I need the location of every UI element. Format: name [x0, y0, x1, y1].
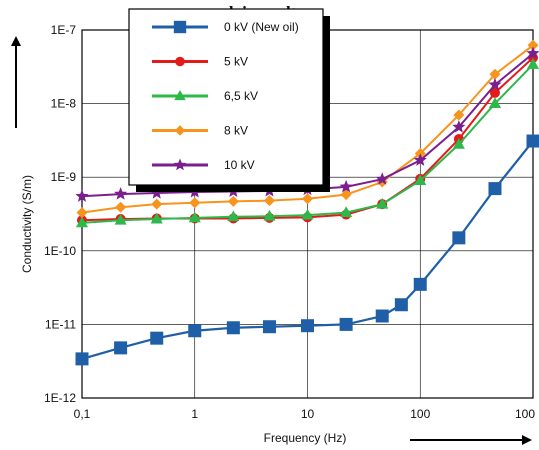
data-point	[151, 198, 163, 210]
legend-label: 0 kV (New oil)	[224, 20, 299, 34]
legend-marker	[175, 56, 185, 67]
x-tick-label: 100	[410, 407, 430, 421]
legend-label: 8 kV	[224, 124, 248, 138]
data-point	[150, 186, 164, 199]
data-point	[226, 321, 240, 335]
data-point	[340, 206, 353, 218]
data-point	[526, 58, 539, 69]
series-3	[76, 39, 539, 219]
data-point	[340, 189, 352, 201]
x-tick-label: 1	[191, 407, 198, 421]
data-point	[75, 352, 89, 366]
y-tick-label: 1E-9	[51, 170, 77, 184]
data-point	[188, 211, 201, 223]
data-point	[227, 195, 239, 207]
data-point	[75, 189, 89, 202]
data-point	[263, 209, 276, 221]
data-point	[452, 231, 466, 245]
x-tick-label: 100	[515, 407, 535, 421]
legend-label: 10 kV	[224, 158, 255, 172]
data-point	[488, 182, 502, 196]
data-point	[263, 195, 275, 207]
data-point	[414, 174, 427, 185]
x-tick-label: 10	[301, 407, 315, 421]
data-point	[375, 309, 389, 323]
legend-marker	[173, 20, 187, 34]
x-axis-label: Frequency (Hz)	[264, 431, 347, 445]
legend: 0 kV (New oil) 5 kV 6,5 kV 8 kV 10 kV	[128, 8, 330, 192]
legend-marker	[174, 125, 186, 136]
legend-entry: 6,5 kV	[152, 89, 258, 103]
series-layer	[75, 39, 539, 366]
y-tick-label: 1E-7	[51, 23, 77, 37]
data-point	[394, 298, 408, 312]
data-point	[302, 193, 313, 205]
data-point	[526, 134, 539, 148]
data-point	[339, 179, 353, 193]
data-point	[488, 77, 502, 91]
y-tick-label: 1E-8	[51, 97, 77, 111]
data-point	[452, 137, 465, 149]
y-axis-label: Conductivity (S/m)	[20, 175, 34, 273]
data-point	[76, 207, 88, 219]
data-point	[227, 210, 240, 222]
series-2	[75, 58, 539, 228]
data-point	[150, 212, 163, 224]
legend-marker	[174, 89, 186, 101]
data-point	[489, 68, 501, 80]
data-point	[452, 120, 466, 133]
data-point	[488, 97, 502, 108]
legend-label: 5 kV	[224, 55, 248, 69]
data-point	[115, 201, 127, 213]
y-tick-label: 1E-10	[44, 244, 76, 258]
legend-entry: 5 kV	[152, 55, 248, 69]
data-point	[114, 341, 128, 355]
data-point	[376, 197, 389, 209]
data-point	[114, 187, 128, 200]
data-point	[413, 153, 427, 166]
legend-entry: 0 kV (New oil)	[152, 20, 299, 34]
legend-marker	[173, 158, 187, 171]
x-tick-label: 0,1	[74, 407, 91, 421]
y-tick-label: 1E-12	[44, 391, 76, 405]
data-point	[527, 39, 539, 51]
legend-entry: 10 kV	[152, 158, 255, 172]
data-point	[150, 331, 164, 345]
data-point	[75, 216, 89, 228]
data-point	[301, 208, 314, 220]
data-point	[339, 317, 353, 331]
series-0	[75, 134, 539, 366]
data-point	[189, 197, 201, 209]
legend-label: 6,5 kV	[224, 89, 258, 103]
data-point	[489, 87, 500, 98]
tick-labels: 0,1 1 10 100 100 1E-12 1E-11 1E-10 1E-9 1E-8 1E-7	[44, 23, 535, 421]
legend-entry: 8 kV	[152, 124, 248, 138]
data-point	[262, 320, 276, 334]
data-point	[188, 324, 202, 338]
data-point	[413, 277, 427, 291]
data-point	[301, 319, 314, 333]
data-point	[453, 109, 465, 121]
data-point	[526, 46, 539, 60]
y-tick-label: 1E-11	[45, 317, 76, 331]
data-point	[114, 213, 127, 225]
data-point	[375, 172, 389, 185]
